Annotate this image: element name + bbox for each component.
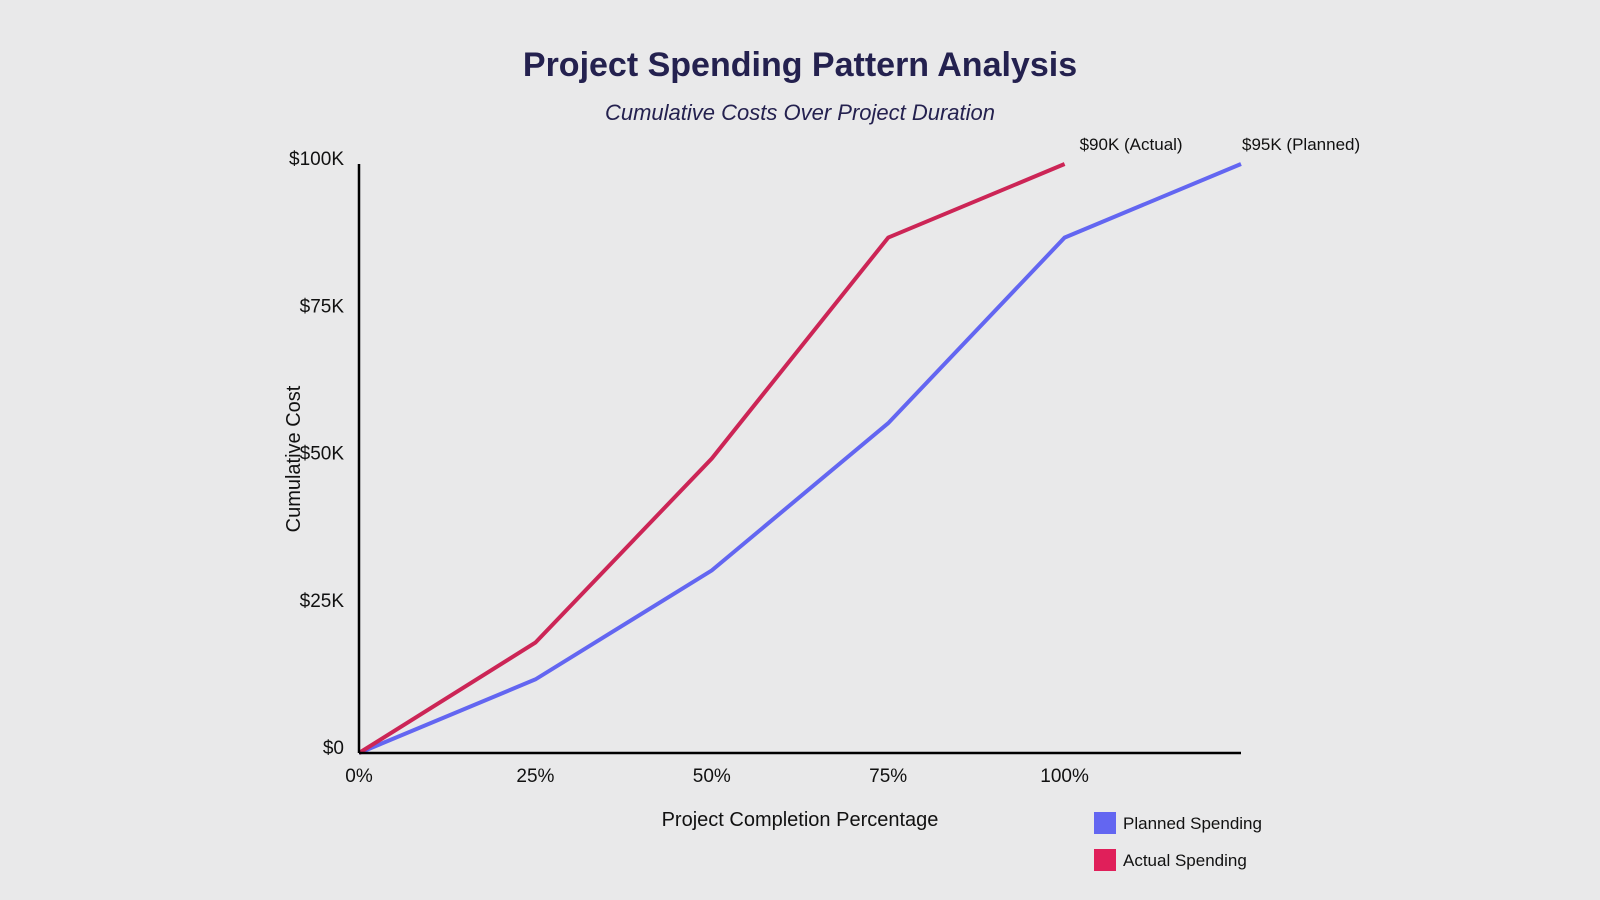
legend-label: Planned Spending xyxy=(1123,814,1262,833)
legend: Planned Spending Actual Spending xyxy=(1094,812,1262,871)
chart-subtitle: Cumulative Costs Over Project Duration xyxy=(605,100,995,125)
y-tick-label: $75K xyxy=(300,296,345,317)
legend-item: Actual Spending xyxy=(1094,849,1247,871)
legend-item: Planned Spending xyxy=(1094,812,1262,834)
legend-label: Actual Spending xyxy=(1123,851,1247,870)
y-axis-label: Cumulative Cost xyxy=(283,385,305,532)
y-tick-label: $25K xyxy=(300,591,345,612)
series-line-planned xyxy=(358,162,1242,755)
y-tick-label: $100K xyxy=(289,149,344,170)
y-tick-labels: $0 $25K $50K $75K $100K xyxy=(289,149,344,759)
legend-swatch xyxy=(1094,849,1116,871)
legend-swatch xyxy=(1094,812,1116,834)
y-tick-label: $50K xyxy=(300,444,345,465)
x-axis-label: Project Completion Percentage xyxy=(662,809,939,831)
series-end-label: $90K (Actual) xyxy=(1080,135,1183,154)
x-tick-labels: 0% 25% 50% 75% 100% xyxy=(345,766,1089,787)
x-tick-label: 25% xyxy=(516,766,554,787)
x-tick-label: 50% xyxy=(693,766,731,787)
x-tick-label: 100% xyxy=(1040,766,1089,787)
x-tick-label: 0% xyxy=(345,766,373,787)
series-end-label: $95K (Planned) xyxy=(1242,135,1360,154)
chart-title: Project Spending Pattern Analysis xyxy=(523,46,1077,84)
x-tick-label: 75% xyxy=(869,766,907,787)
series-layer xyxy=(357,162,1242,755)
y-tick-label: $0 xyxy=(323,738,344,759)
end-labels: $95K (Planned) $90K (Actual) xyxy=(1080,135,1361,154)
